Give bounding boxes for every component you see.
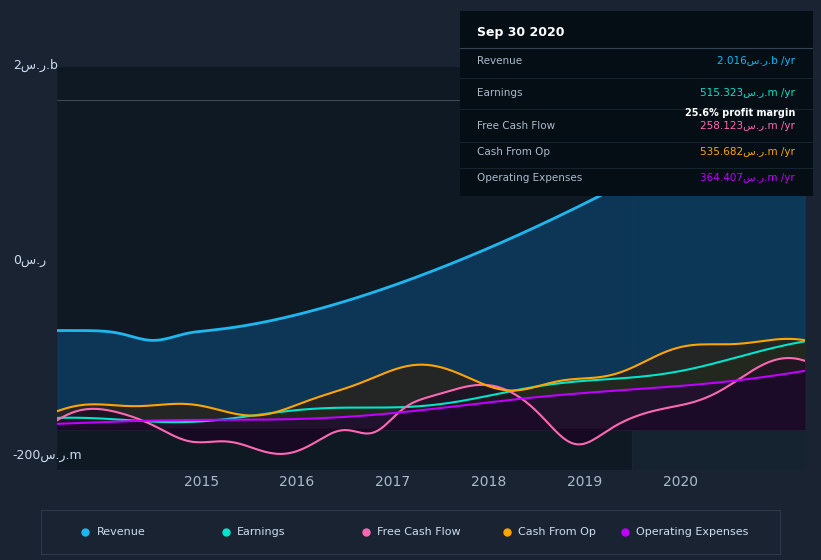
Text: -200س.ر.m: -200س.ر.m — [12, 449, 82, 463]
Text: Free Cash Flow: Free Cash Flow — [378, 527, 461, 537]
Text: 364.407س.ر.m /yr: 364.407س.ر.m /yr — [700, 172, 795, 183]
Bar — [632, 67, 805, 470]
Text: Sep 30 2020: Sep 30 2020 — [478, 26, 565, 39]
Text: Operating Expenses: Operating Expenses — [636, 527, 748, 537]
Text: Earnings: Earnings — [478, 87, 523, 97]
Text: 2.016س.ر.b /yr: 2.016س.ر.b /yr — [717, 56, 795, 66]
Text: 515.323س.ر.m /yr: 515.323س.ر.m /yr — [700, 87, 795, 97]
Text: Operating Expenses: Operating Expenses — [478, 172, 583, 183]
Text: Cash From Op: Cash From Op — [478, 147, 550, 157]
Text: Revenue: Revenue — [97, 527, 145, 537]
Text: 535.682س.ر.m /yr: 535.682س.ر.m /yr — [700, 147, 795, 157]
Text: Cash From Op: Cash From Op — [518, 527, 595, 537]
Text: Free Cash Flow: Free Cash Flow — [478, 121, 556, 131]
Text: Earnings: Earnings — [237, 527, 286, 537]
Text: 2س.ر.b: 2س.ر.b — [12, 59, 57, 72]
Text: 258.123س.ر.m /yr: 258.123س.ر.m /yr — [700, 121, 795, 131]
Text: 0س.ر: 0س.ر — [12, 254, 46, 267]
Text: Revenue: Revenue — [478, 56, 522, 66]
Text: 25.6% profit margin: 25.6% profit margin — [685, 108, 795, 118]
